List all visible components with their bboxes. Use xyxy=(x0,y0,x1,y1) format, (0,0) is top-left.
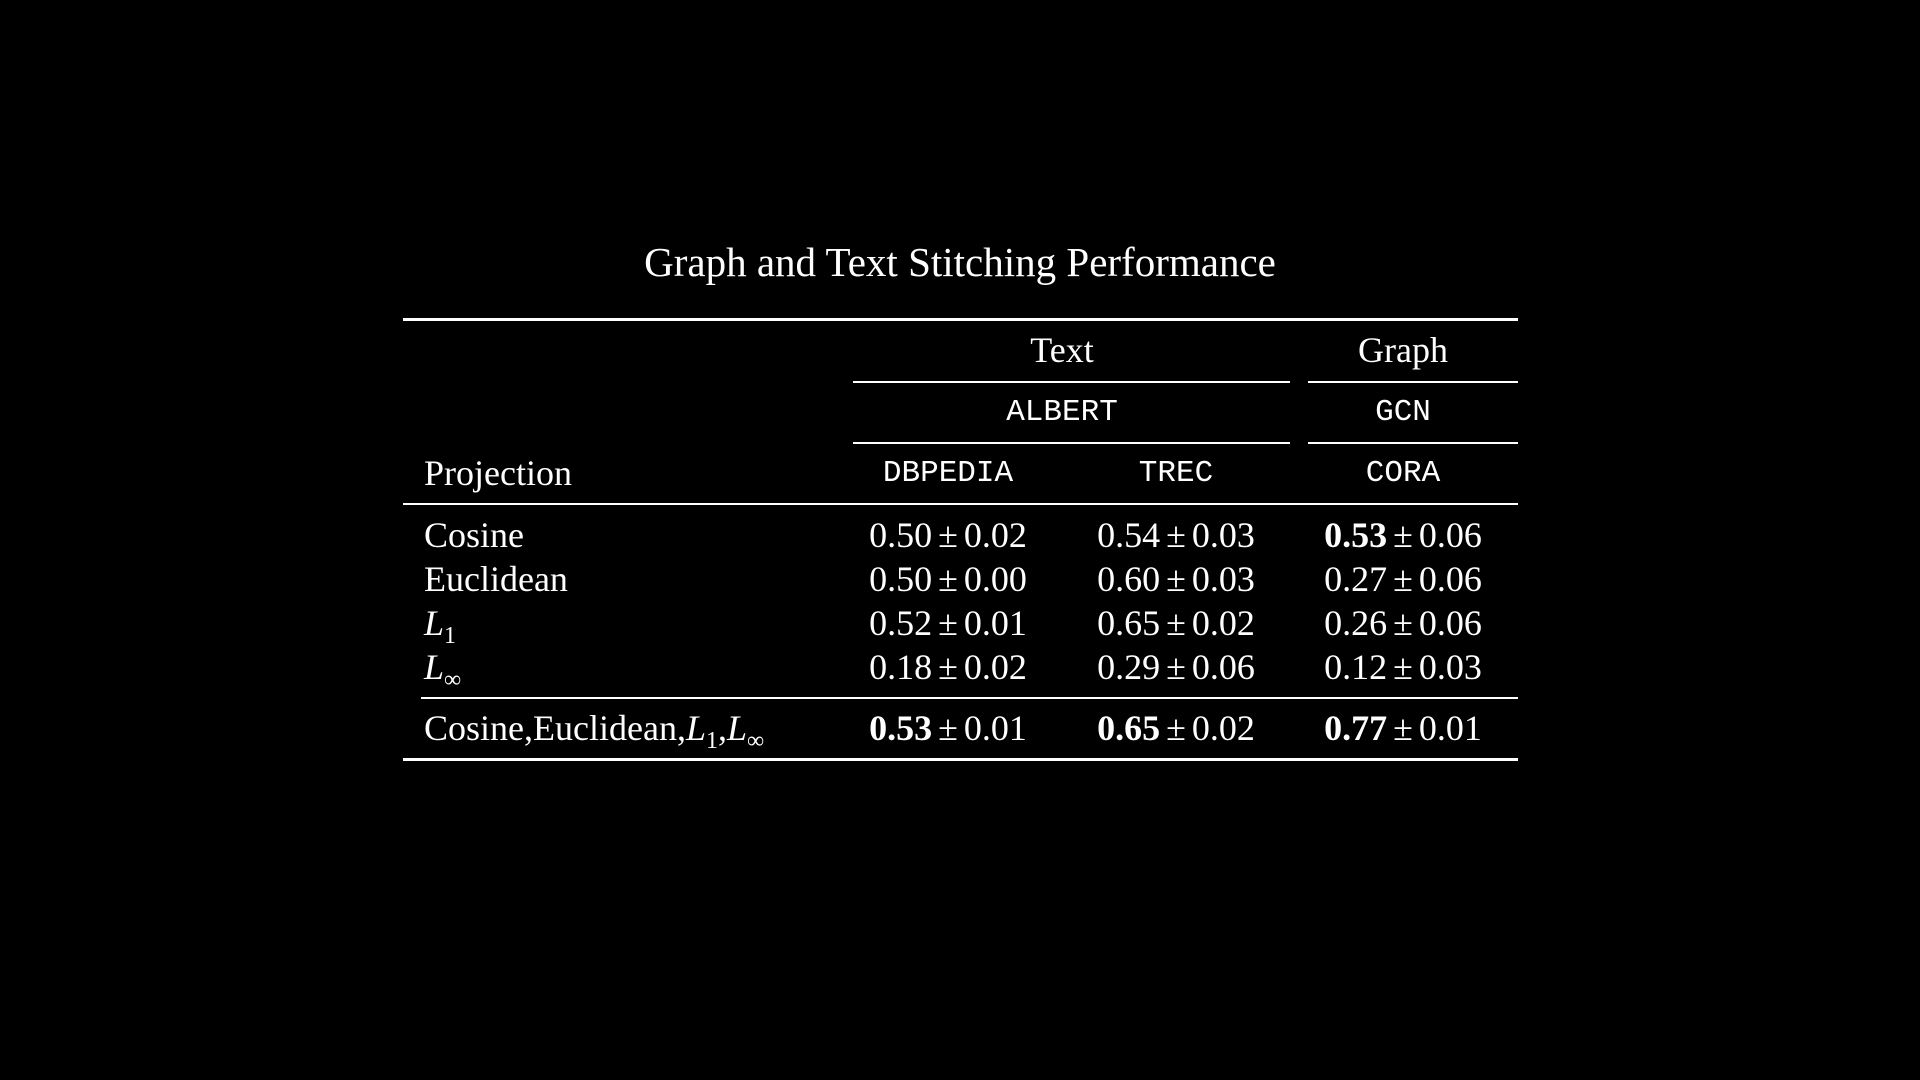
header-model-graph: GCN xyxy=(1375,395,1431,430)
table-cell: 0.29 ±0.06 xyxy=(1097,647,1255,687)
model-text-rule xyxy=(853,442,1290,444)
header-dataset-trec: TREC xyxy=(1138,456,1214,491)
header-group-text: Text xyxy=(1030,330,1094,370)
table-cell: 0.53 ±0.01 xyxy=(869,708,1027,748)
bottom-rule xyxy=(403,758,1518,761)
header-dataset-dbpedia: DBPEDIA xyxy=(882,456,1014,491)
header-group-graph: Graph xyxy=(1358,330,1448,370)
row-label-linf: L∞ xyxy=(424,647,462,693)
table-cell: 0.50 ±0.02 xyxy=(869,515,1027,555)
group-text-rule xyxy=(853,381,1290,383)
row-label-cosine: Cosine xyxy=(424,515,525,555)
table-title: Graph and Text Stitching Performance xyxy=(644,239,1276,285)
top-rule xyxy=(403,318,1518,321)
table-cell: 0.12 ±0.03 xyxy=(1324,647,1482,687)
row-label-euclidean: Euclidean xyxy=(424,559,568,599)
table-cell: 0.52 ±0.01 xyxy=(869,603,1027,643)
table-cell: 0.53 ±0.06 xyxy=(1324,515,1482,555)
row-label-combined: Cosine,Euclidean,L1,L∞ xyxy=(424,708,765,754)
table-cell: 0.54 ±0.03 xyxy=(1097,515,1255,555)
table-cell: 0.77 ±0.01 xyxy=(1324,708,1482,748)
table-cell: 0.50 ±0.00 xyxy=(869,559,1027,599)
header-projection: Projection xyxy=(424,453,572,493)
group-graph-rule xyxy=(1308,381,1518,383)
table-cell: 0.27 ±0.06 xyxy=(1324,559,1482,599)
table-cell: 0.65 ±0.02 xyxy=(1097,603,1255,643)
header-dataset-cora: CORA xyxy=(1365,456,1441,491)
row-label-l1: L1 xyxy=(424,603,457,649)
table-cell: 0.18 ±0.02 xyxy=(869,647,1027,687)
combined-row-rule xyxy=(421,697,1518,699)
header-model-text: ALBERT xyxy=(1006,395,1118,430)
model-graph-rule xyxy=(1308,442,1518,444)
table-cell: 0.65 ±0.02 xyxy=(1097,708,1255,748)
table-cell: 0.26 ±0.06 xyxy=(1324,603,1482,643)
header-bottom-rule xyxy=(403,503,1518,505)
table-cell: 0.60 ±0.03 xyxy=(1097,559,1255,599)
